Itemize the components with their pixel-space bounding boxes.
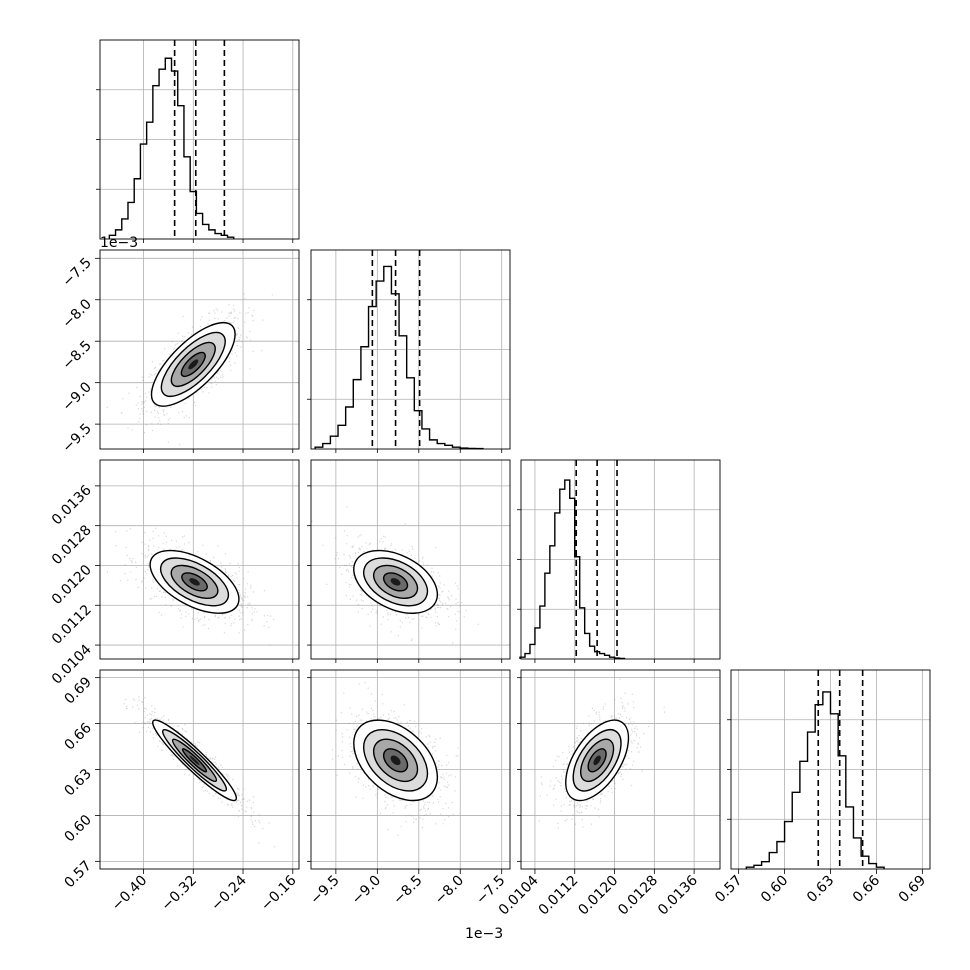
- y-tick-label: −9.0: [59, 379, 94, 414]
- x-tick-label: 0.57: [712, 873, 745, 906]
- density-contour: [382, 572, 409, 592]
- density-contour: [152, 719, 238, 802]
- density-contour: [353, 719, 439, 802]
- x-tick-label: 0.0128: [615, 873, 661, 919]
- pair-panel-0-1: [99, 249, 300, 450]
- density-contour: [572, 728, 622, 792]
- y-tick-label: 0.57: [61, 858, 94, 891]
- density-contour: [353, 549, 439, 614]
- density-contour: [150, 321, 236, 407]
- x-tick-label: −8.5: [390, 873, 425, 908]
- x-tick-label: −9.0: [349, 873, 384, 908]
- pair-panel-0-2: [99, 459, 300, 660]
- pair-content: [311, 506, 479, 644]
- density-contour: [170, 564, 219, 600]
- x-tick-label: −0.24: [208, 872, 250, 914]
- y-offset-label: 1e−3: [100, 235, 138, 251]
- pair-frame: [310, 459, 511, 660]
- hist-frame: [520, 459, 721, 660]
- pair-content: [106, 527, 275, 646]
- pair-frame: [99, 459, 300, 660]
- pair-content: [331, 681, 459, 836]
- density-contour: [587, 748, 607, 773]
- pair-panel-0-3: [99, 669, 300, 870]
- y-tick-label: 0.63: [61, 766, 94, 799]
- density-contour: [181, 748, 208, 773]
- histogram-step: [108, 57, 235, 239]
- x-tick-label: 0.0136: [655, 872, 701, 918]
- histogram-step: [745, 691, 885, 869]
- y-tick-label: 0.0112: [49, 602, 95, 648]
- x-tick-label: −0.16: [258, 872, 300, 914]
- density-fill: [593, 755, 601, 766]
- y-tick-label: 0.0136: [49, 482, 95, 528]
- pair-frame: [99, 249, 300, 450]
- x-tick-label: 0.66: [850, 872, 883, 905]
- density-contour: [565, 719, 630, 802]
- density-contour: [170, 341, 216, 388]
- density-contour: [180, 351, 206, 378]
- pair-content: [123, 696, 276, 848]
- x-offset-label: 1e−3: [465, 926, 503, 942]
- density-fill: [390, 755, 401, 766]
- density-contour: [159, 557, 230, 607]
- y-tick-label: −9.5: [59, 421, 94, 456]
- hist-panel-1: [307, 249, 511, 450]
- histogram-step: [519, 479, 626, 660]
- histogram-step: [314, 265, 484, 450]
- density-contour: [382, 748, 409, 773]
- x-tick-label: 0.0112: [536, 873, 582, 919]
- pair-panel-1-3: [310, 669, 511, 870]
- density-fill: [188, 359, 199, 370]
- density-contour: [181, 572, 208, 592]
- density-fill: [390, 578, 401, 586]
- hist-frame: [99, 39, 300, 240]
- y-tick-label: 0.0128: [49, 522, 95, 568]
- density-contour: [363, 728, 429, 792]
- pair-panel-1-2: [310, 459, 511, 660]
- x-tick-label: 0.60: [758, 873, 791, 906]
- hist-frame: [310, 249, 511, 450]
- hist-panel-3: [727, 669, 931, 870]
- density-contour: [161, 728, 228, 792]
- hist-panel-0: [96, 39, 300, 240]
- x-tick-label: 0.0120: [575, 873, 621, 919]
- x-tick-label: 0.69: [896, 873, 929, 906]
- y-tick-label: −8.5: [59, 338, 94, 373]
- x-tick-label: −9.5: [307, 873, 342, 908]
- x-tick-label: −8.0: [432, 873, 467, 908]
- density-contour: [363, 557, 429, 607]
- x-tick-label: −0.32: [158, 873, 200, 915]
- density-contour: [372, 564, 419, 600]
- pair-panel-2-3: [520, 669, 721, 870]
- y-tick-label: −7.5: [59, 255, 94, 290]
- density-fill: [189, 755, 200, 766]
- density-contour: [579, 738, 615, 783]
- pair-content: [106, 293, 273, 449]
- density-contour: [149, 549, 240, 614]
- density-contour: [171, 738, 218, 783]
- density-fill: [189, 578, 200, 586]
- y-tick-label: 0.60: [61, 812, 94, 845]
- x-tick-label: 0.63: [804, 873, 837, 906]
- y-tick-label: 0.66: [61, 720, 94, 753]
- pair-content: [538, 678, 666, 829]
- density-contour: [372, 738, 419, 783]
- density-contour: [160, 331, 226, 397]
- hist-panel-2: [517, 459, 721, 660]
- y-tick-label: −8.0: [59, 296, 94, 331]
- y-tick-label: 0.0120: [49, 562, 95, 608]
- x-tick-label: −0.40: [109, 873, 151, 915]
